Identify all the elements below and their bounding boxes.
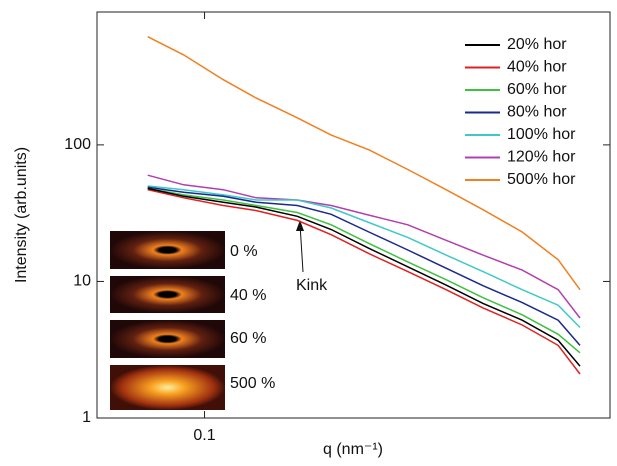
y-tick-label: 1 bbox=[82, 409, 91, 426]
inset-image bbox=[110, 320, 225, 358]
legend-label: 40% hor bbox=[507, 59, 567, 76]
y-tick-label: 10 bbox=[73, 273, 91, 290]
legend-label: 20% hor bbox=[507, 36, 567, 53]
inset-label: 500 % bbox=[230, 375, 275, 392]
inset-image bbox=[110, 365, 225, 410]
page: 0 % 40 % 60 % 500 % Kink q (nm⁻¹) Intens… bbox=[0, 0, 617, 466]
annotation: Kink bbox=[296, 277, 328, 294]
legend-label: 100% hor bbox=[507, 126, 576, 143]
legend-label: 120% hor bbox=[507, 149, 576, 166]
chart: 0 % 40 % 60 % 500 % Kink q (nm⁻¹) Intens… bbox=[0, 0, 617, 461]
legend-label: 80% hor bbox=[507, 104, 567, 121]
legend-label: 60% hor bbox=[507, 81, 567, 98]
inset-label: 60 % bbox=[230, 330, 266, 347]
x-axis-title: q (nm⁻¹) bbox=[323, 441, 383, 458]
y-axis-title: Intensity (arb.units) bbox=[13, 147, 30, 283]
annotation-arrow bbox=[300, 224, 303, 272]
inset-label: 40 % bbox=[230, 287, 266, 304]
x-tick-label: 0.1 bbox=[193, 427, 215, 444]
y-tick-label: 100 bbox=[64, 136, 91, 153]
legend-label: 500% hor bbox=[507, 171, 576, 188]
inset-image bbox=[110, 231, 225, 269]
inset-image bbox=[110, 276, 225, 313]
inset-label: 0 % bbox=[230, 243, 258, 260]
